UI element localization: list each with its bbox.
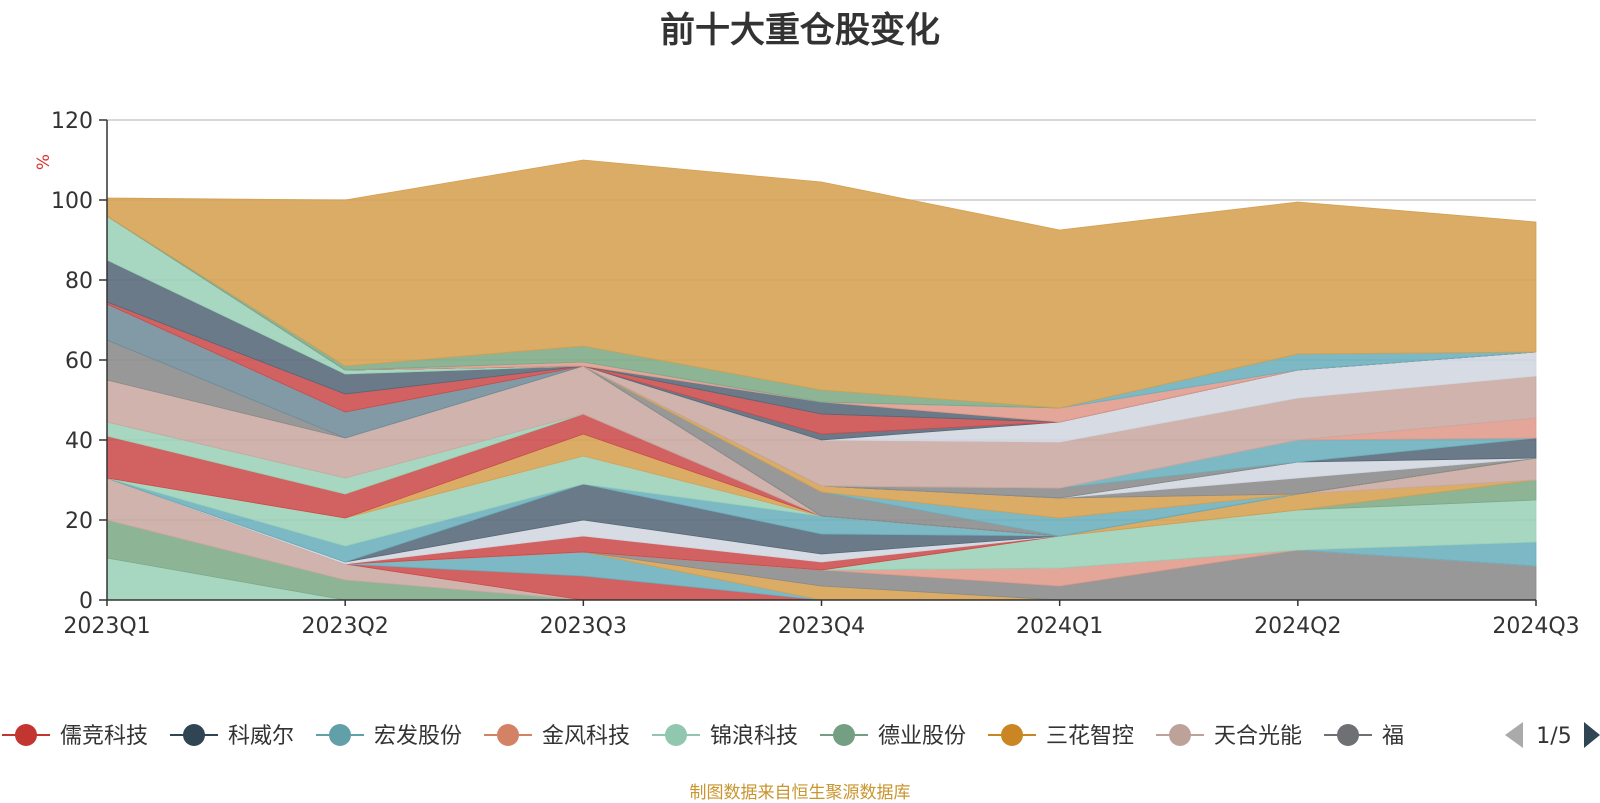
- chart-title: 前十大重仓股变化: [659, 11, 940, 51]
- x-tick-label: 2024Q2: [1254, 614, 1341, 639]
- source-note: 制图数据来自恒生聚源数据库: [689, 783, 911, 803]
- legend-marker: [1001, 724, 1023, 746]
- y-tick-label: 20: [65, 509, 93, 534]
- legend-item[interactable]: 德业股份: [820, 724, 966, 749]
- x-tick-label: 2023Q3: [540, 614, 627, 639]
- y-axis-unit: %: [34, 154, 54, 170]
- legend-label: 锦浪科技: [710, 724, 798, 749]
- y-tick-label: 40: [65, 429, 93, 454]
- legend-item[interactable]: 锦浪科技: [652, 724, 798, 749]
- legend-label: 儒竞科技: [60, 724, 148, 749]
- legend-label: 宏发股份: [374, 724, 462, 749]
- legend-label: 金风科技: [542, 724, 630, 749]
- legend-item[interactable]: 宏发股份: [316, 724, 462, 749]
- y-tick-label: 120: [51, 109, 93, 134]
- axes: 0 20 40 60 80 100 120 2023Q1 2023Q2 2023Q3 2023Q4 2…: [34, 109, 1580, 639]
- y-tick-label: 0: [79, 589, 93, 614]
- x-tick-label: 2024Q1: [1016, 614, 1103, 639]
- legend-label: 科威尔: [228, 724, 294, 749]
- legend-prev-arrow-icon[interactable]: [1505, 722, 1523, 748]
- legend-marker: [497, 724, 519, 746]
- legend-item[interactable]: 三花智控: [988, 724, 1134, 749]
- legend-item[interactable]: 福: [1324, 724, 1404, 749]
- legend-item[interactable]: 科威尔: [170, 724, 294, 749]
- area-band-45: [106, 159, 1537, 409]
- legend-label: 三花智控: [1046, 724, 1134, 749]
- legend-page-indicator: 1/5: [1536, 724, 1571, 749]
- y-tick-label: 60: [65, 349, 93, 374]
- legend-label: 福: [1382, 724, 1404, 749]
- legend-marker: [1169, 724, 1191, 746]
- y-tick-label: 80: [65, 269, 93, 294]
- legend-item[interactable]: 儒竞科技: [2, 724, 148, 749]
- x-tick-label: 2023Q1: [63, 614, 150, 639]
- legend[interactable]: 儒竞科技 科威尔 宏发股份 金风科技 锦浪科技 德业股份 三花智控 天合光能 福 1/5: [2, 722, 1600, 749]
- legend-item[interactable]: 金风科技: [484, 724, 630, 749]
- x-tick-label: 2023Q4: [778, 614, 865, 639]
- legend-marker: [665, 724, 687, 746]
- legend-next-arrow-icon[interactable]: [1584, 722, 1600, 748]
- legend-marker: [183, 724, 205, 746]
- legend-item[interactable]: 天合光能: [1156, 724, 1302, 749]
- x-tick-label: 2024Q3: [1492, 614, 1579, 639]
- legend-marker: [329, 724, 351, 746]
- legend-marker: [833, 724, 855, 746]
- x-tick-label: 2023Q2: [302, 614, 389, 639]
- legend-items: 儒竞科技 科威尔 宏发股份 金风科技 锦浪科技 德业股份 三花智控 天合光能 福: [2, 724, 1404, 749]
- y-tick-label: 100: [51, 189, 93, 214]
- area-series: [106, 159, 1537, 601]
- legend-label: 德业股份: [878, 724, 966, 749]
- legend-marker: [1337, 724, 1359, 746]
- legend-label: 天合光能: [1214, 724, 1302, 749]
- legend-marker: [15, 724, 37, 746]
